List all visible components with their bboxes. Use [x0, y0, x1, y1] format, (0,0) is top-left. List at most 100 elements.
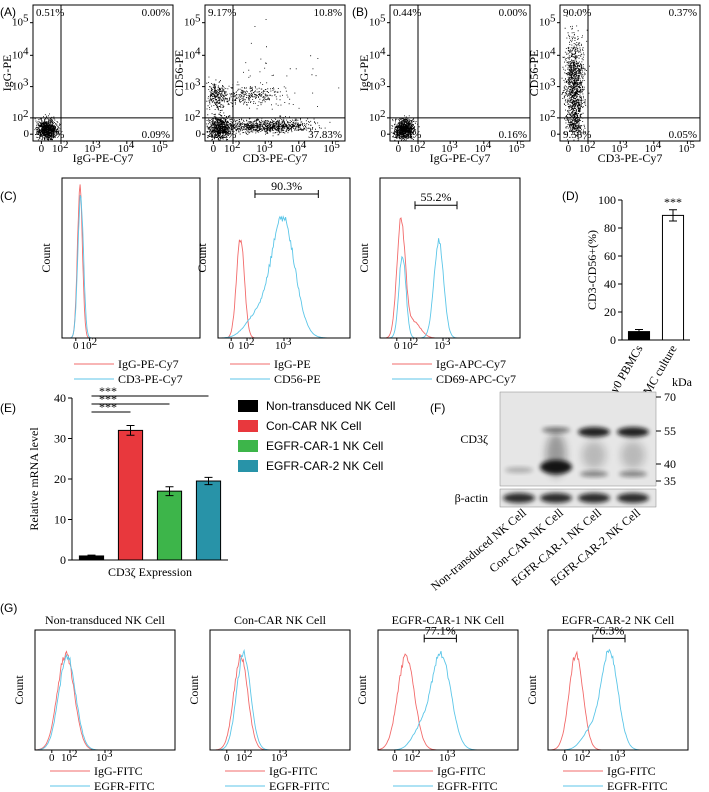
legend-label: IgG-FITC	[607, 764, 656, 778]
tick-label: 10	[402, 340, 414, 352]
histogram-curve	[548, 648, 688, 751]
tick-label: 10	[290, 143, 302, 155]
tick-label: 5	[550, 13, 556, 25]
tick-label: 3	[282, 748, 288, 760]
tick-label: 5	[380, 13, 386, 25]
tick-label: 10	[184, 49, 196, 61]
tick-label: 0	[224, 752, 230, 764]
plot-frame	[379, 177, 521, 339]
y-tick-label: 40	[54, 391, 66, 405]
tick-label: 0	[396, 143, 402, 155]
plot-title: Con-CAR NK Cell	[234, 613, 327, 627]
tick-label: 5	[519, 139, 525, 151]
tick-label: 4	[656, 139, 662, 151]
tick-label: 10	[434, 340, 446, 352]
tick-label: 2	[415, 748, 421, 760]
bar	[661, 214, 685, 341]
tick-label: 2	[249, 336, 255, 348]
gate-value: 55.2%	[421, 190, 452, 204]
tick-label: 10	[12, 17, 24, 29]
tick-label: 10	[475, 143, 487, 155]
tick-label: 0	[49, 752, 55, 764]
tick-label: 10	[645, 143, 657, 155]
panel-label: (D)	[562, 189, 579, 203]
tick-label: 0	[566, 143, 572, 155]
blot-band	[580, 471, 608, 477]
tick-label: 4	[23, 45, 29, 57]
quadrant-value: 90.0%	[563, 7, 591, 19]
x-axis-label: CD3-PE-Cy7	[243, 151, 308, 165]
tick-label: 10	[184, 17, 196, 29]
legend-label: EGFR-FITC	[269, 779, 330, 792]
marker-label: 55	[664, 424, 676, 438]
tick-label: 2	[23, 108, 29, 120]
y-axis-label: Count	[187, 675, 201, 705]
quadrant-value: 0.00%	[142, 7, 170, 19]
plot-frame	[389, 4, 531, 142]
tick-label: 4	[550, 45, 556, 57]
quadrant-value: 0.00%	[499, 7, 527, 19]
plot-title: EGFR-CAR-1 NK Cell	[392, 613, 505, 627]
tick-label: 10	[539, 17, 551, 29]
blot-band	[578, 427, 610, 437]
quadrant-value: 9.17%	[208, 7, 236, 19]
tick-label: 4	[301, 139, 307, 151]
tick-label: 3	[195, 77, 201, 89]
plot-title: Non-transduced NK Cell	[45, 613, 166, 627]
plot-frame	[204, 4, 346, 142]
plot-frame	[34, 629, 176, 751]
histogram-curve	[218, 239, 350, 339]
x-axis-label: CD3ζ Expression	[108, 565, 192, 579]
y-axis-label: Relative mRNA level	[27, 427, 41, 531]
tick-label: 10	[12, 112, 24, 124]
tick-label: 5	[689, 139, 695, 151]
panel-label: (F)	[430, 401, 445, 415]
tick-label: 10	[369, 49, 381, 61]
quadrant-value: 0.05%	[669, 129, 697, 141]
marker-label: 35	[664, 474, 676, 488]
histogram-curve	[380, 217, 520, 339]
tick-label: 10	[439, 752, 451, 764]
tick-label: 2	[590, 139, 596, 151]
tick-label: 10	[539, 49, 551, 61]
tick-label: 0	[24, 128, 30, 140]
tick-label: 10	[184, 112, 196, 124]
quadrant-value: 0.44%	[393, 7, 421, 19]
tick-label: 10	[574, 752, 586, 764]
legend-label: IgG-PE	[274, 357, 311, 371]
tick-label: 5	[195, 13, 201, 25]
tick-label: 10	[184, 81, 196, 93]
tick-label: 3	[450, 748, 456, 760]
plot-frame	[377, 629, 519, 751]
tick-label: 10	[275, 340, 287, 352]
quadrant-value: 37.83%	[308, 129, 342, 141]
legend-label: EGFR-FITC	[94, 779, 155, 792]
quadrant-value: 42.2%	[208, 129, 236, 141]
tick-label: 2	[380, 108, 386, 120]
gate-value: 90.3%	[271, 179, 302, 193]
legend-label: Non-transduced NK Cell	[266, 399, 395, 413]
tick-label: 2	[195, 108, 201, 120]
y-tick-label: 60	[604, 249, 616, 263]
legend-label: EGFR-CAR-1 NK Cell	[266, 439, 383, 453]
tick-label: 2	[63, 139, 69, 151]
tick-label: 3	[95, 139, 101, 151]
tick-label: 10	[96, 752, 108, 764]
y-axis-label: CD3-CD56+(%)	[585, 230, 599, 310]
quadrant-value: 0.16%	[499, 129, 527, 141]
blot-band	[617, 493, 649, 503]
legend-label: EGFR-CAR-2 NK Cell	[266, 459, 383, 473]
tick-label: 10	[84, 143, 96, 155]
marker-label: 40	[664, 457, 676, 471]
panel-label: (E)	[0, 401, 16, 415]
legend-swatch	[238, 460, 258, 472]
tick-label: 2	[550, 108, 556, 120]
y-axis-label: Count	[357, 243, 371, 273]
y-axis-label: IgG-PE	[0, 55, 14, 92]
significance: ***	[99, 384, 117, 398]
y-tick-label: 100	[598, 193, 616, 207]
tick-label: 10	[441, 143, 453, 155]
legend-label: CD56-PE	[274, 372, 321, 386]
quadrant-value: 99.4%	[36, 129, 64, 141]
events	[561, 12, 590, 141]
